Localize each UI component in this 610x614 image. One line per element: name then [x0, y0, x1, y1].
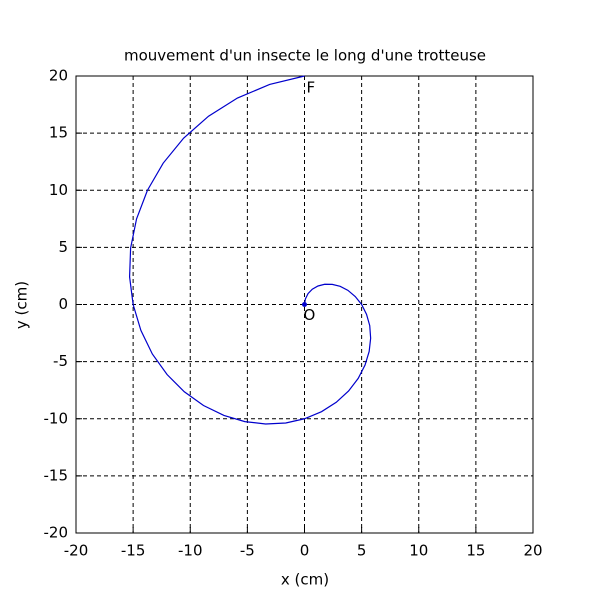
y-tick-label: -10: [44, 409, 69, 427]
y-tick-label: 20: [49, 67, 68, 85]
y-tick-label: -20: [44, 524, 69, 542]
x-tick-label: -10: [178, 542, 203, 560]
x-tick-label: 5: [357, 542, 367, 560]
y-tick-label: -15: [44, 466, 69, 484]
y-tick-label: 5: [58, 238, 68, 256]
x-tick-label: 10: [409, 542, 428, 560]
y-tick-label: 10: [49, 181, 68, 199]
y-tick-label: 0: [58, 295, 68, 313]
x-tick-label: 15: [466, 542, 485, 560]
origin-marker: [302, 302, 307, 307]
y-axis-label: y (cm): [13, 281, 31, 329]
chart-title: mouvement d'un insecte le long d'une tro…: [124, 47, 486, 65]
x-tick-label: 0: [300, 542, 310, 560]
start-label: O: [304, 306, 316, 324]
x-tick-label: -15: [121, 542, 146, 560]
x-tick-label: 20: [523, 542, 542, 560]
spiral-line: [128, 75, 372, 425]
y-tick-label: 15: [49, 124, 68, 142]
x-tick-label: -5: [240, 542, 255, 560]
x-tick-label: -20: [64, 542, 89, 560]
end-label: F: [307, 79, 316, 97]
x-axis-label: x (cm): [281, 571, 329, 589]
y-tick-label: -5: [53, 352, 68, 370]
